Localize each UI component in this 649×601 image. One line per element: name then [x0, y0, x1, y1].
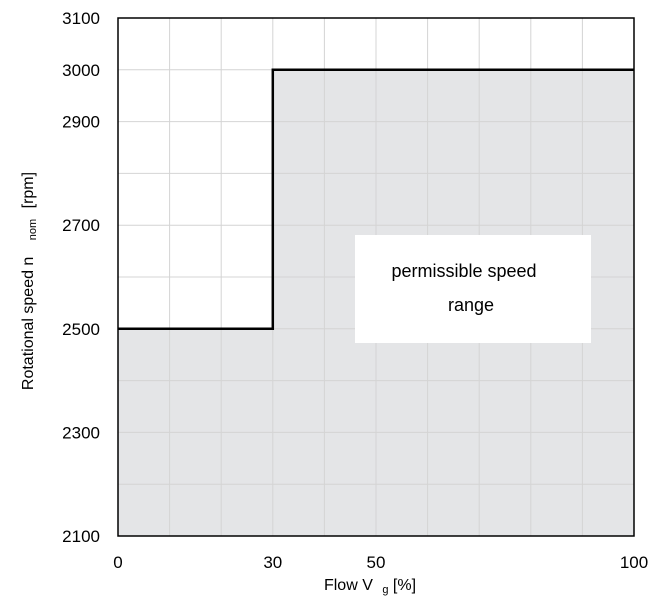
- annotation-line-2: range: [448, 295, 494, 315]
- x-axis-label-unit: [%]: [393, 577, 416, 594]
- x-tick-label: 50: [367, 553, 386, 572]
- x-tick-label: 30: [263, 553, 282, 572]
- x-tick-labels: 0 30 50 100: [113, 553, 648, 572]
- y-axis-label-subscript: nom: [27, 219, 39, 240]
- annotation-layer: permissible speed range: [355, 235, 591, 343]
- y-tick-label: 2300: [62, 423, 100, 442]
- x-axis-label: Flow V g [%]: [324, 577, 416, 597]
- y-axis-label-unit: [rpm]: [20, 172, 37, 208]
- y-axis-label: Rotational speed n nom [rpm]: [20, 172, 40, 390]
- y-tick-label: 2500: [62, 320, 100, 339]
- boundary-line-layer: [118, 68, 634, 331]
- x-axis-label-subscript: g: [382, 584, 388, 596]
- annotation-box: [355, 235, 591, 343]
- plot-frame: [117, 17, 635, 537]
- annotation-line-1: permissible speed: [391, 261, 536, 281]
- y-tick-label: 3100: [62, 9, 100, 28]
- x-tick-label: 0: [113, 553, 122, 572]
- speed-limit-line: [118, 68, 634, 331]
- y-tick-labels: 3100 3000 2900 2700 2500 2300 2100: [62, 9, 100, 546]
- x-axis-label-main: Flow V: [324, 577, 373, 594]
- y-tick-label: 3000: [62, 61, 100, 80]
- y-tick-label: 2700: [62, 216, 100, 235]
- y-tick-label: 2100: [62, 527, 100, 546]
- x-tick-label: 100: [620, 553, 648, 572]
- y-tick-label: 2900: [62, 113, 100, 132]
- y-axis-label-main: Rotational speed n: [20, 257, 37, 390]
